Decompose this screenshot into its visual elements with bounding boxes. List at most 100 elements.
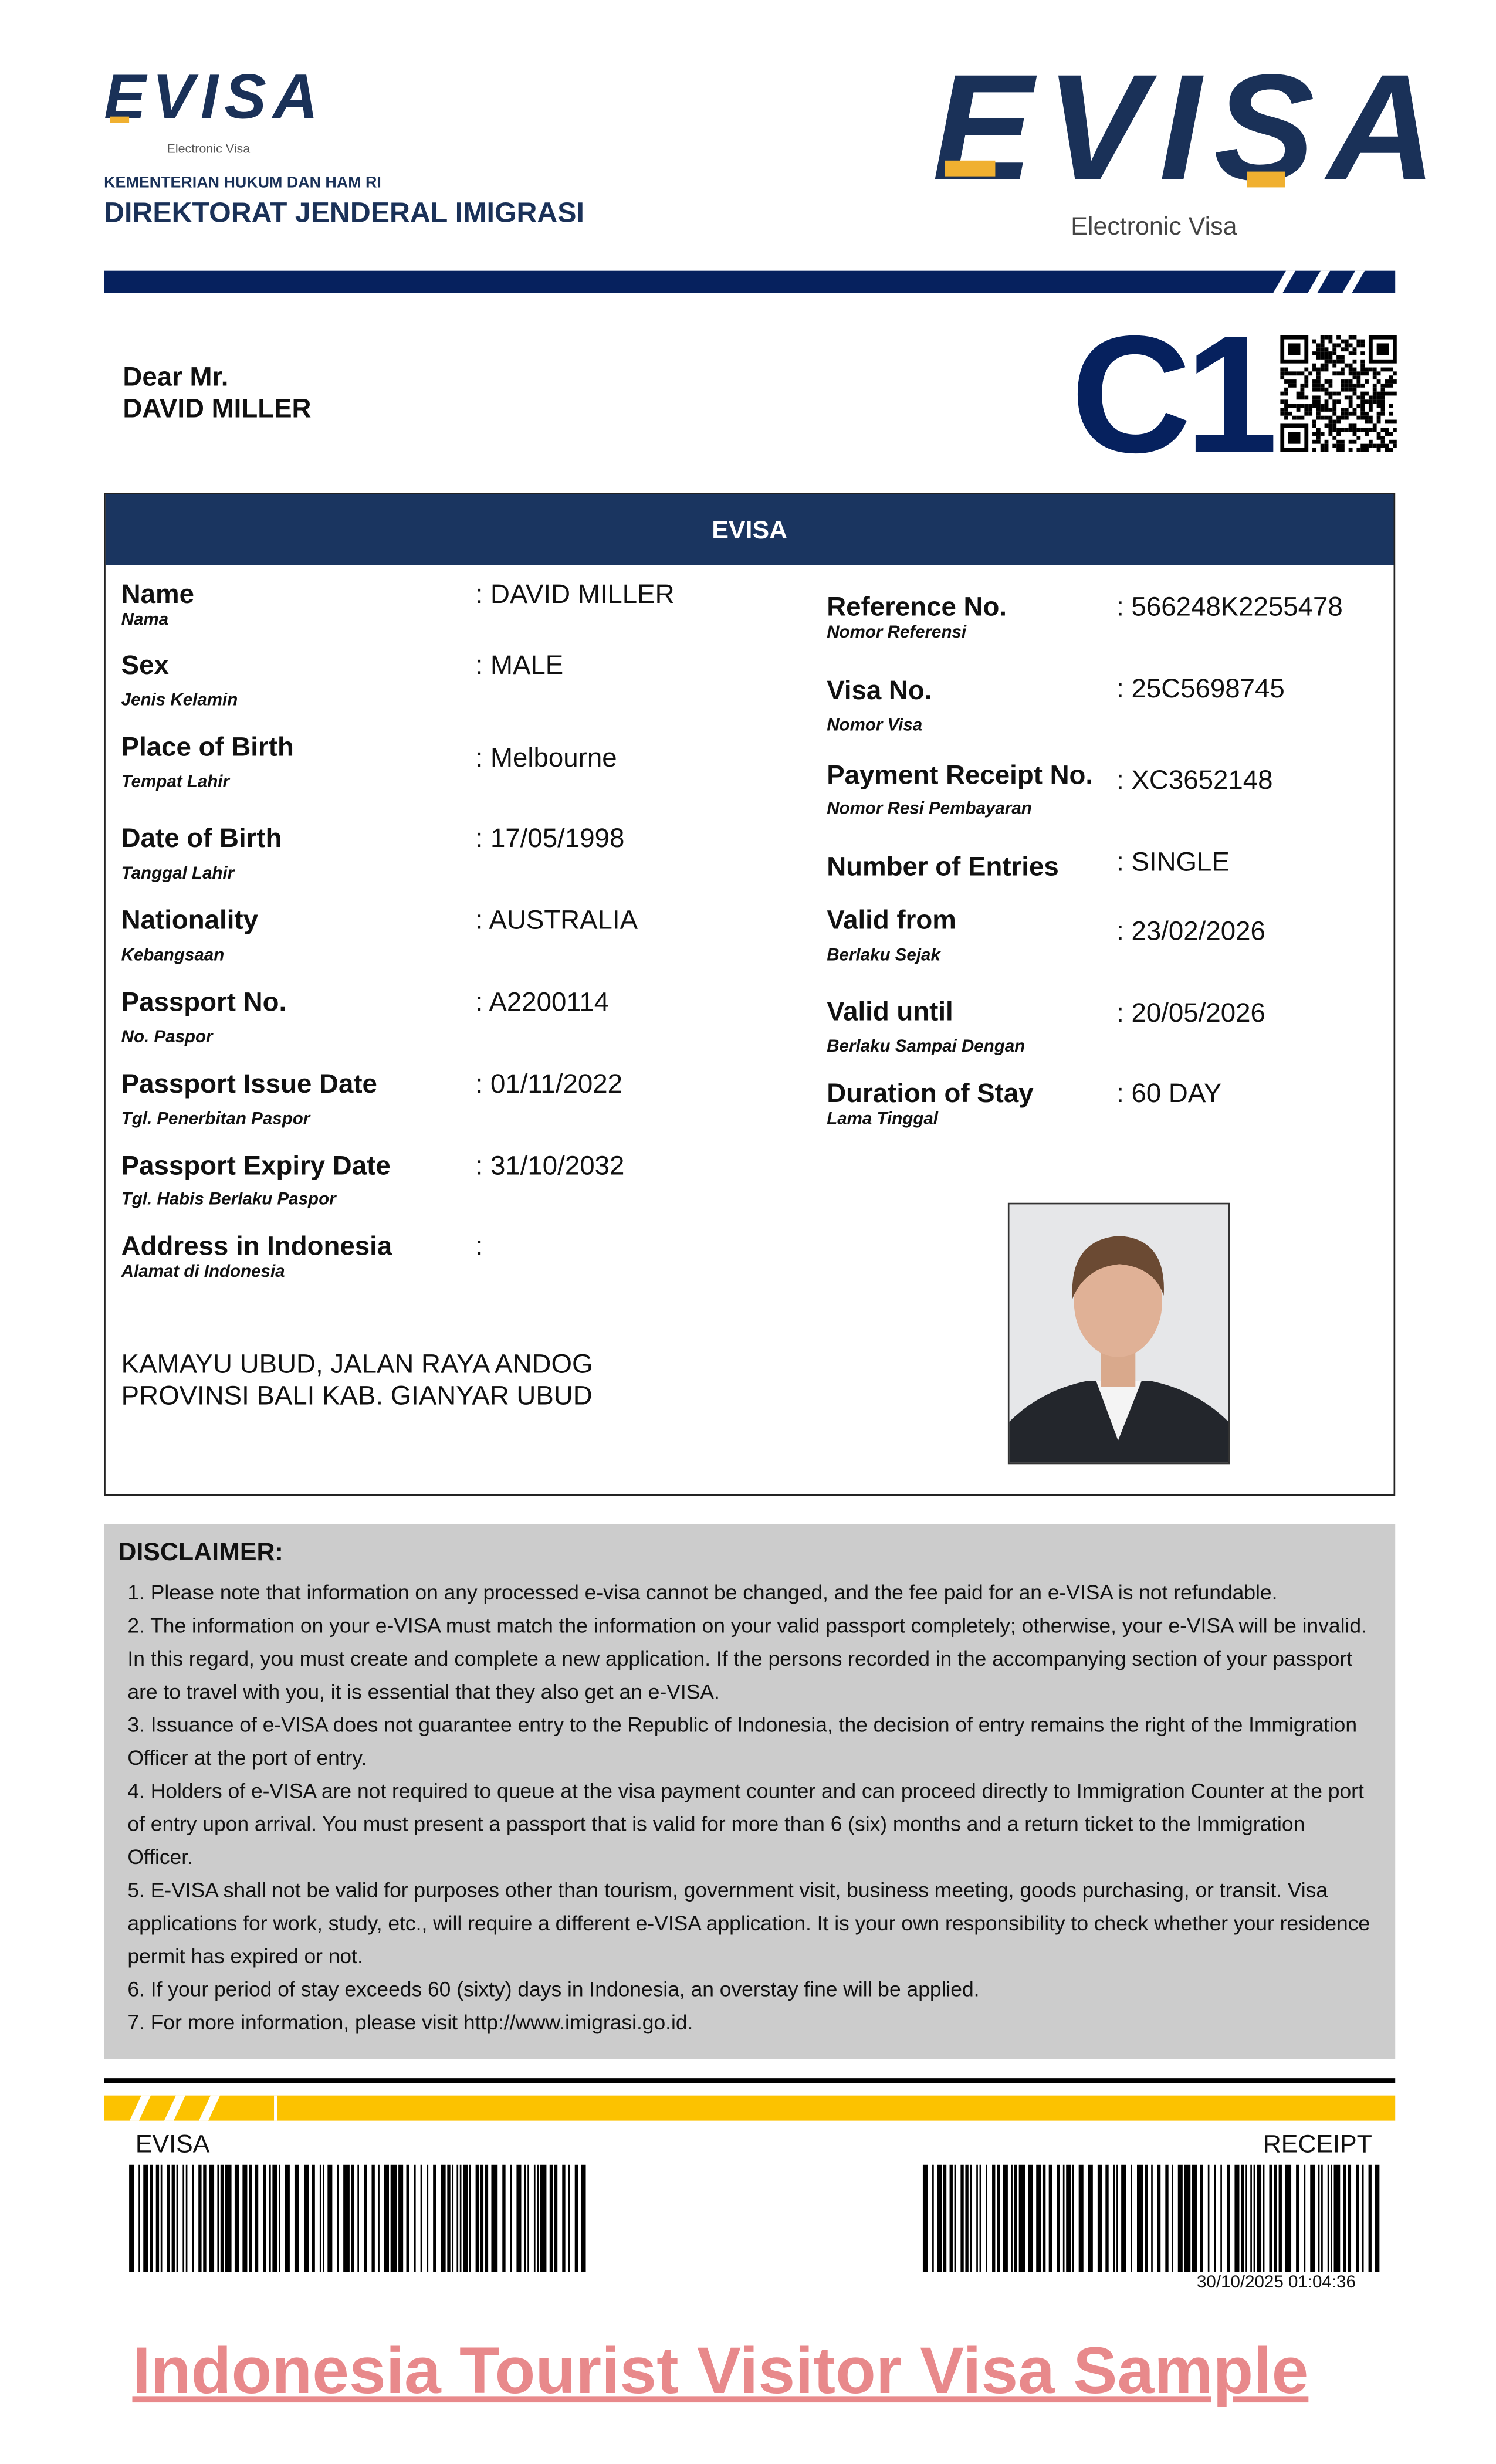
barcode-bar [1172, 2164, 1173, 2272]
field-label: Payment Receipt No. [827, 760, 1094, 791]
barcode-bar [220, 2164, 224, 2272]
barcode-bar [323, 2164, 324, 2272]
barcode-bar [1278, 2164, 1282, 2272]
barcode-bar [1368, 2164, 1372, 2272]
barcode-bar [954, 2164, 956, 2272]
barcode-bar [1048, 2164, 1052, 2272]
barcode-bar [390, 2164, 397, 2272]
barcode-bar [441, 2164, 446, 2272]
barcode-bar [970, 2164, 972, 2272]
barcode-bar [1042, 2164, 1046, 2272]
barcode-bar [1321, 2164, 1323, 2272]
field-value: : 31/10/2032 [475, 1151, 625, 1181]
barcode-bar [491, 2164, 498, 2272]
barcode-bar [1062, 2164, 1065, 2272]
address-line-2: PROVINSI BALI KAB. GIANYAR UBUD [121, 1381, 593, 1411]
barcode-bar [1014, 2164, 1017, 2272]
field-sublabel: Tempat Lahir [121, 772, 230, 792]
greeting-salutation: Dear Mr. [123, 362, 229, 392]
barcode-bar [1304, 2164, 1306, 2272]
barcode-bar [433, 2164, 436, 2272]
barcode-bar [1116, 2164, 1118, 2272]
barcode-bar [1105, 2164, 1109, 2272]
field-label: Valid from [827, 905, 956, 936]
barcode-bar [185, 2164, 188, 2272]
barcode-bar [1362, 2164, 1364, 2272]
barcode-bar [420, 2164, 422, 2272]
field-value: : 566248K2255478 [1116, 592, 1343, 622]
barcode-bar [1356, 2164, 1359, 2272]
barcode-bar [1207, 2164, 1210, 2272]
barcode-bar [1296, 2164, 1299, 2272]
barcode-bar [304, 2164, 309, 2272]
receipt-barcode [922, 2164, 1384, 2272]
ministry-name: KEMENTERIAN HUKUM DAN HAM RI [104, 174, 381, 192]
footer-yellow-bar [104, 2095, 1396, 2121]
barcode-bar [176, 2164, 178, 2272]
barcode-bar [502, 2164, 506, 2272]
disclaimer-item: 6. If your period of stay exceeds 60 (si… [127, 1977, 980, 2001]
disclaimer-panel: DISCLAIMER: 1. Please note that informat… [104, 1524, 1396, 2059]
barcode-bar [1310, 2164, 1315, 2272]
barcode-bar [427, 2164, 429, 2272]
barcode-bar [1250, 2164, 1252, 2272]
barcode-bar [932, 2164, 934, 2272]
barcode-bar [294, 2164, 299, 2272]
barcode-bar [319, 2164, 321, 2272]
footer-divider [104, 2078, 1396, 2083]
disclaimer-item: 7. For more information, please visit ht… [127, 2010, 693, 2034]
field-value: : 20/05/2026 [1116, 998, 1265, 1028]
field-value: : SINGLE [1116, 847, 1230, 877]
barcode-bar [986, 2164, 987, 2272]
barcode-bar [1097, 2164, 1102, 2272]
evisa-barcode [129, 2164, 589, 2272]
barcode-bar [1028, 2164, 1033, 2272]
barcode-bar [1131, 2164, 1132, 2272]
barcode-bar [182, 2164, 185, 2272]
barcode-bar [1285, 2164, 1292, 2272]
field-sublabel: Nama [121, 611, 169, 630]
barcode-bar [129, 2164, 134, 2272]
barcode-bar [327, 2164, 333, 2272]
field-value: : A2200114 [475, 987, 610, 1017]
field-value: : MALE [475, 650, 564, 680]
barcode-bar [533, 2164, 536, 2272]
receipt-timestamp: 30/10/2025 01:04:36 [1196, 2273, 1356, 2293]
field-label: Place of Birth [121, 732, 294, 762]
barcode-bar [1214, 2164, 1216, 2272]
barcode-bar [249, 2164, 252, 2272]
barcode-bar [1256, 2164, 1262, 2272]
field-label: Name [121, 579, 194, 609]
barcode-bar [475, 2164, 479, 2272]
barcode-bar [1003, 2164, 1008, 2272]
barcode-bar [384, 2164, 389, 2272]
barcode-bar [364, 2164, 367, 2272]
field-sublabel: Jenis Kelamin [121, 691, 238, 710]
barcode-bar [242, 2164, 248, 2272]
barcode-bar [1263, 2164, 1265, 2272]
field-sublabel: Kebangsaan [121, 946, 225, 965]
barcode-bar [459, 2164, 462, 2272]
barcode-bar [1269, 2164, 1272, 2272]
barcode-bar [343, 2164, 350, 2272]
barcode-bar [1200, 2164, 1203, 2272]
barcode-bar [255, 2164, 259, 2272]
barcode-bar [203, 2164, 207, 2272]
field-sublabel: Nomor Referensi [827, 623, 967, 643]
field-sublabel: Nomor Visa [827, 716, 923, 736]
greeting-name: DAVID MILLER [123, 394, 312, 424]
barcode-bar [406, 2164, 409, 2272]
field-label: Passport Expiry Date [121, 1151, 391, 1181]
qr-code [1280, 335, 1397, 452]
evisa-logo-large: EVISA Electronic Visa [932, 44, 1449, 241]
field-sublabel: Tgl. Habis Berlaku Paspor [121, 1190, 336, 1209]
disclaimer-item: 1. Please note that information on any p… [127, 1580, 1278, 1605]
disclaimer-title: DISCLAIMER: [118, 1540, 283, 1567]
barcode-bar [554, 2164, 558, 2272]
barcode-bar [1066, 2164, 1071, 2272]
barcode-bar [1113, 2164, 1115, 2272]
field-label: Date of Birth [121, 823, 282, 853]
barcode-bar [516, 2164, 522, 2272]
barcode-bar [1318, 2164, 1320, 2272]
